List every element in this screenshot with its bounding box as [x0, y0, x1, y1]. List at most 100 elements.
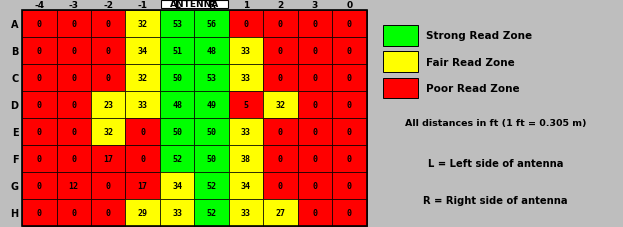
Text: 0: 0: [106, 74, 111, 83]
Bar: [383, 26, 418, 47]
Text: 0: 0: [347, 128, 352, 137]
Text: 0: 0: [347, 74, 352, 83]
Bar: [194, 65, 229, 92]
Text: 0: 0: [140, 128, 145, 137]
Bar: [22, 92, 57, 119]
Bar: [298, 38, 332, 65]
Bar: [125, 119, 160, 146]
Text: 0: 0: [312, 208, 317, 217]
Text: C: C: [11, 74, 19, 83]
Text: R = Right side of antenna: R = Right side of antenna: [423, 195, 568, 205]
Bar: [263, 173, 298, 199]
Text: 0: 0: [37, 101, 42, 110]
Bar: [229, 119, 263, 146]
Text: 0: 0: [37, 155, 42, 163]
Bar: [91, 119, 125, 146]
Bar: [125, 92, 160, 119]
Text: 0: 0: [312, 74, 317, 83]
Text: 0: 0: [71, 20, 76, 29]
Bar: [91, 146, 125, 173]
Bar: [332, 92, 366, 119]
Bar: [57, 173, 91, 199]
Text: E: E: [12, 127, 19, 137]
Text: 51: 51: [172, 47, 182, 56]
Text: 0: 0: [37, 47, 42, 56]
Bar: [22, 65, 57, 92]
Bar: [194, 199, 229, 226]
Bar: [229, 146, 263, 173]
Text: 0: 0: [140, 155, 145, 163]
Text: 50: 50: [206, 128, 217, 137]
Bar: [57, 38, 91, 65]
Bar: [22, 146, 57, 173]
Text: 0: 0: [37, 74, 42, 83]
Bar: [57, 65, 91, 92]
Bar: [298, 65, 332, 92]
Text: 50: 50: [172, 128, 182, 137]
Text: 0: 0: [312, 20, 317, 29]
Bar: [332, 38, 366, 65]
Text: A: A: [11, 20, 19, 30]
Text: 0: 0: [37, 20, 42, 29]
Bar: [91, 11, 125, 38]
Text: 0: 0: [37, 208, 42, 217]
Text: 0: 0: [278, 74, 283, 83]
Bar: [57, 119, 91, 146]
Bar: [298, 146, 332, 173]
Text: 0: 0: [312, 101, 317, 110]
Text: F: F: [12, 154, 19, 164]
Text: 0: 0: [312, 47, 317, 56]
Text: 52: 52: [206, 208, 217, 217]
Text: 0: 0: [312, 155, 317, 163]
Text: 0: 0: [278, 128, 283, 137]
Bar: [298, 11, 332, 38]
Bar: [332, 173, 366, 199]
Bar: [125, 65, 160, 92]
Text: 27: 27: [275, 208, 285, 217]
Bar: [160, 173, 194, 199]
Bar: [22, 38, 57, 65]
Text: 48: 48: [172, 101, 182, 110]
Text: R: R: [208, 1, 215, 10]
Bar: [229, 199, 263, 226]
Bar: [57, 11, 91, 38]
Text: 0: 0: [278, 181, 283, 190]
Bar: [263, 11, 298, 38]
Bar: [298, 199, 332, 226]
Bar: [125, 199, 160, 226]
Text: 0: 0: [312, 128, 317, 137]
Text: D: D: [11, 100, 19, 110]
Bar: [161, 1, 228, 9]
Bar: [229, 38, 263, 65]
Bar: [332, 199, 366, 226]
Text: 56: 56: [206, 20, 217, 29]
Bar: [125, 173, 160, 199]
Bar: [91, 173, 125, 199]
Text: 12: 12: [69, 181, 78, 190]
Bar: [229, 11, 263, 38]
Text: L: L: [174, 1, 180, 10]
Bar: [22, 11, 57, 38]
Bar: [125, 38, 160, 65]
Text: 32: 32: [103, 128, 113, 137]
Text: 0: 0: [347, 47, 352, 56]
Bar: [332, 11, 366, 38]
Text: 17: 17: [138, 181, 148, 190]
Text: -4: -4: [34, 1, 44, 10]
Text: 0: 0: [347, 181, 352, 190]
Bar: [160, 65, 194, 92]
Text: 48: 48: [206, 47, 217, 56]
Bar: [91, 199, 125, 226]
Bar: [91, 92, 125, 119]
Bar: [263, 92, 298, 119]
Text: 0: 0: [106, 20, 111, 29]
Text: 0: 0: [347, 208, 352, 217]
Bar: [125, 11, 160, 38]
Text: Poor Read Zone: Poor Read Zone: [426, 84, 519, 94]
Bar: [332, 65, 366, 92]
Text: 0: 0: [346, 1, 353, 10]
Bar: [298, 92, 332, 119]
Bar: [332, 146, 366, 173]
Text: 53: 53: [206, 74, 217, 83]
Text: 33: 33: [241, 208, 251, 217]
